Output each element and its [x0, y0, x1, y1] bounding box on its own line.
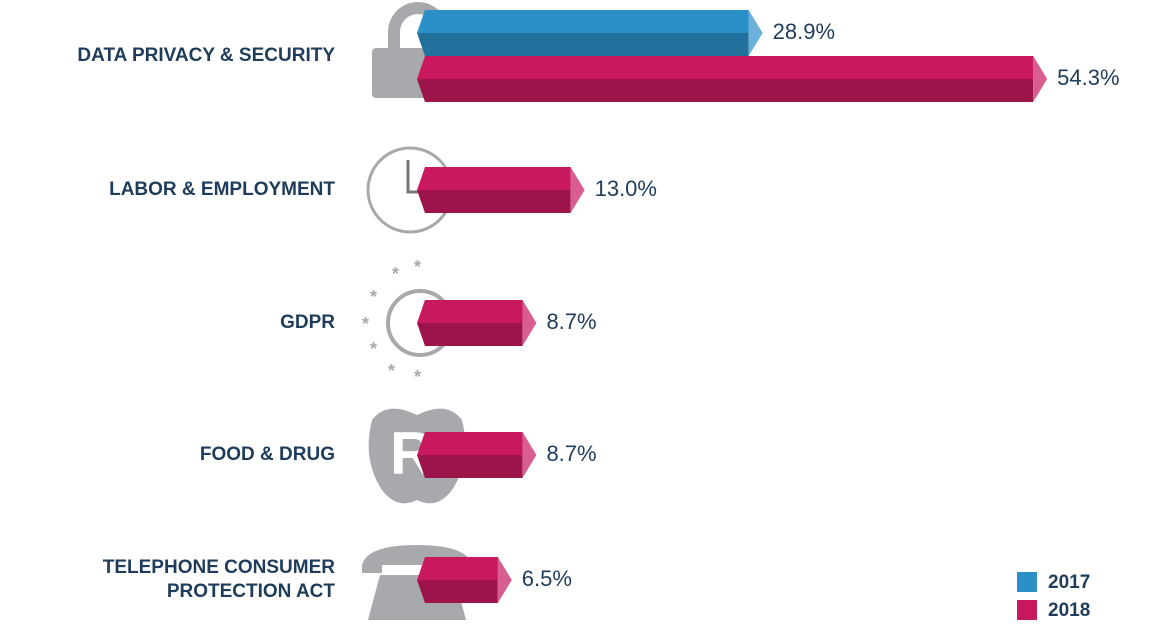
- value-label: 13.0%: [595, 176, 657, 201]
- bar-end-cap: [522, 300, 537, 346]
- legend-label: 2018: [1048, 600, 1090, 621]
- category-label: DATA PRIVACY & SECURITY: [77, 45, 335, 66]
- value-label: 6.5%: [522, 566, 572, 591]
- svg-text:*: *: [388, 361, 395, 381]
- value-label: 8.7%: [546, 441, 596, 466]
- bar-top-face: [417, 56, 1034, 79]
- bar-top-face: [417, 167, 571, 190]
- value-label: 28.9%: [773, 19, 835, 44]
- bar-top-face: [417, 10, 749, 33]
- category-label: LABOR & EMPLOYMENT: [109, 179, 335, 200]
- legend-swatch: [1017, 600, 1037, 620]
- value-label: 8.7%: [546, 309, 596, 334]
- bar-bottom-bevel: [417, 33, 425, 56]
- bar-top-face: [417, 557, 498, 580]
- bar-end-cap: [1033, 56, 1048, 102]
- svg-text:*: *: [370, 339, 377, 359]
- bar-bottom-bevel: [417, 580, 425, 603]
- category-label: FOOD & DRUG: [199, 444, 335, 465]
- bar-bottom-bevel: [417, 79, 425, 102]
- svg-text:*: *: [370, 287, 377, 307]
- svg-text:*: *: [392, 264, 399, 284]
- bar-end-cap: [570, 167, 585, 213]
- svg-text:*: *: [362, 314, 369, 334]
- legend-label: 2017: [1048, 572, 1090, 593]
- category-label: TELEPHONE CONSUMER PROTECTION ACT: [102, 557, 335, 602]
- bar-end-cap: [522, 432, 537, 478]
- bar-bottom-bevel: [417, 323, 425, 346]
- phone-handset: [362, 545, 472, 573]
- bar-top-face: [417, 432, 523, 455]
- bar-end-cap: [748, 10, 763, 56]
- bar-end-cap: [497, 557, 512, 603]
- svg-text:*: *: [414, 367, 421, 387]
- value-label: 54.3%: [1057, 65, 1119, 90]
- bar-bottom-bevel: [417, 190, 425, 213]
- category-label: GDPR: [280, 312, 335, 333]
- gdpr-stars: * *** ** *: [362, 257, 421, 387]
- bar-bottom-bevel: [417, 455, 425, 478]
- bar-top-face: [417, 300, 523, 323]
- legend-swatch: [1017, 572, 1037, 592]
- svg-text:*: *: [414, 257, 421, 277]
